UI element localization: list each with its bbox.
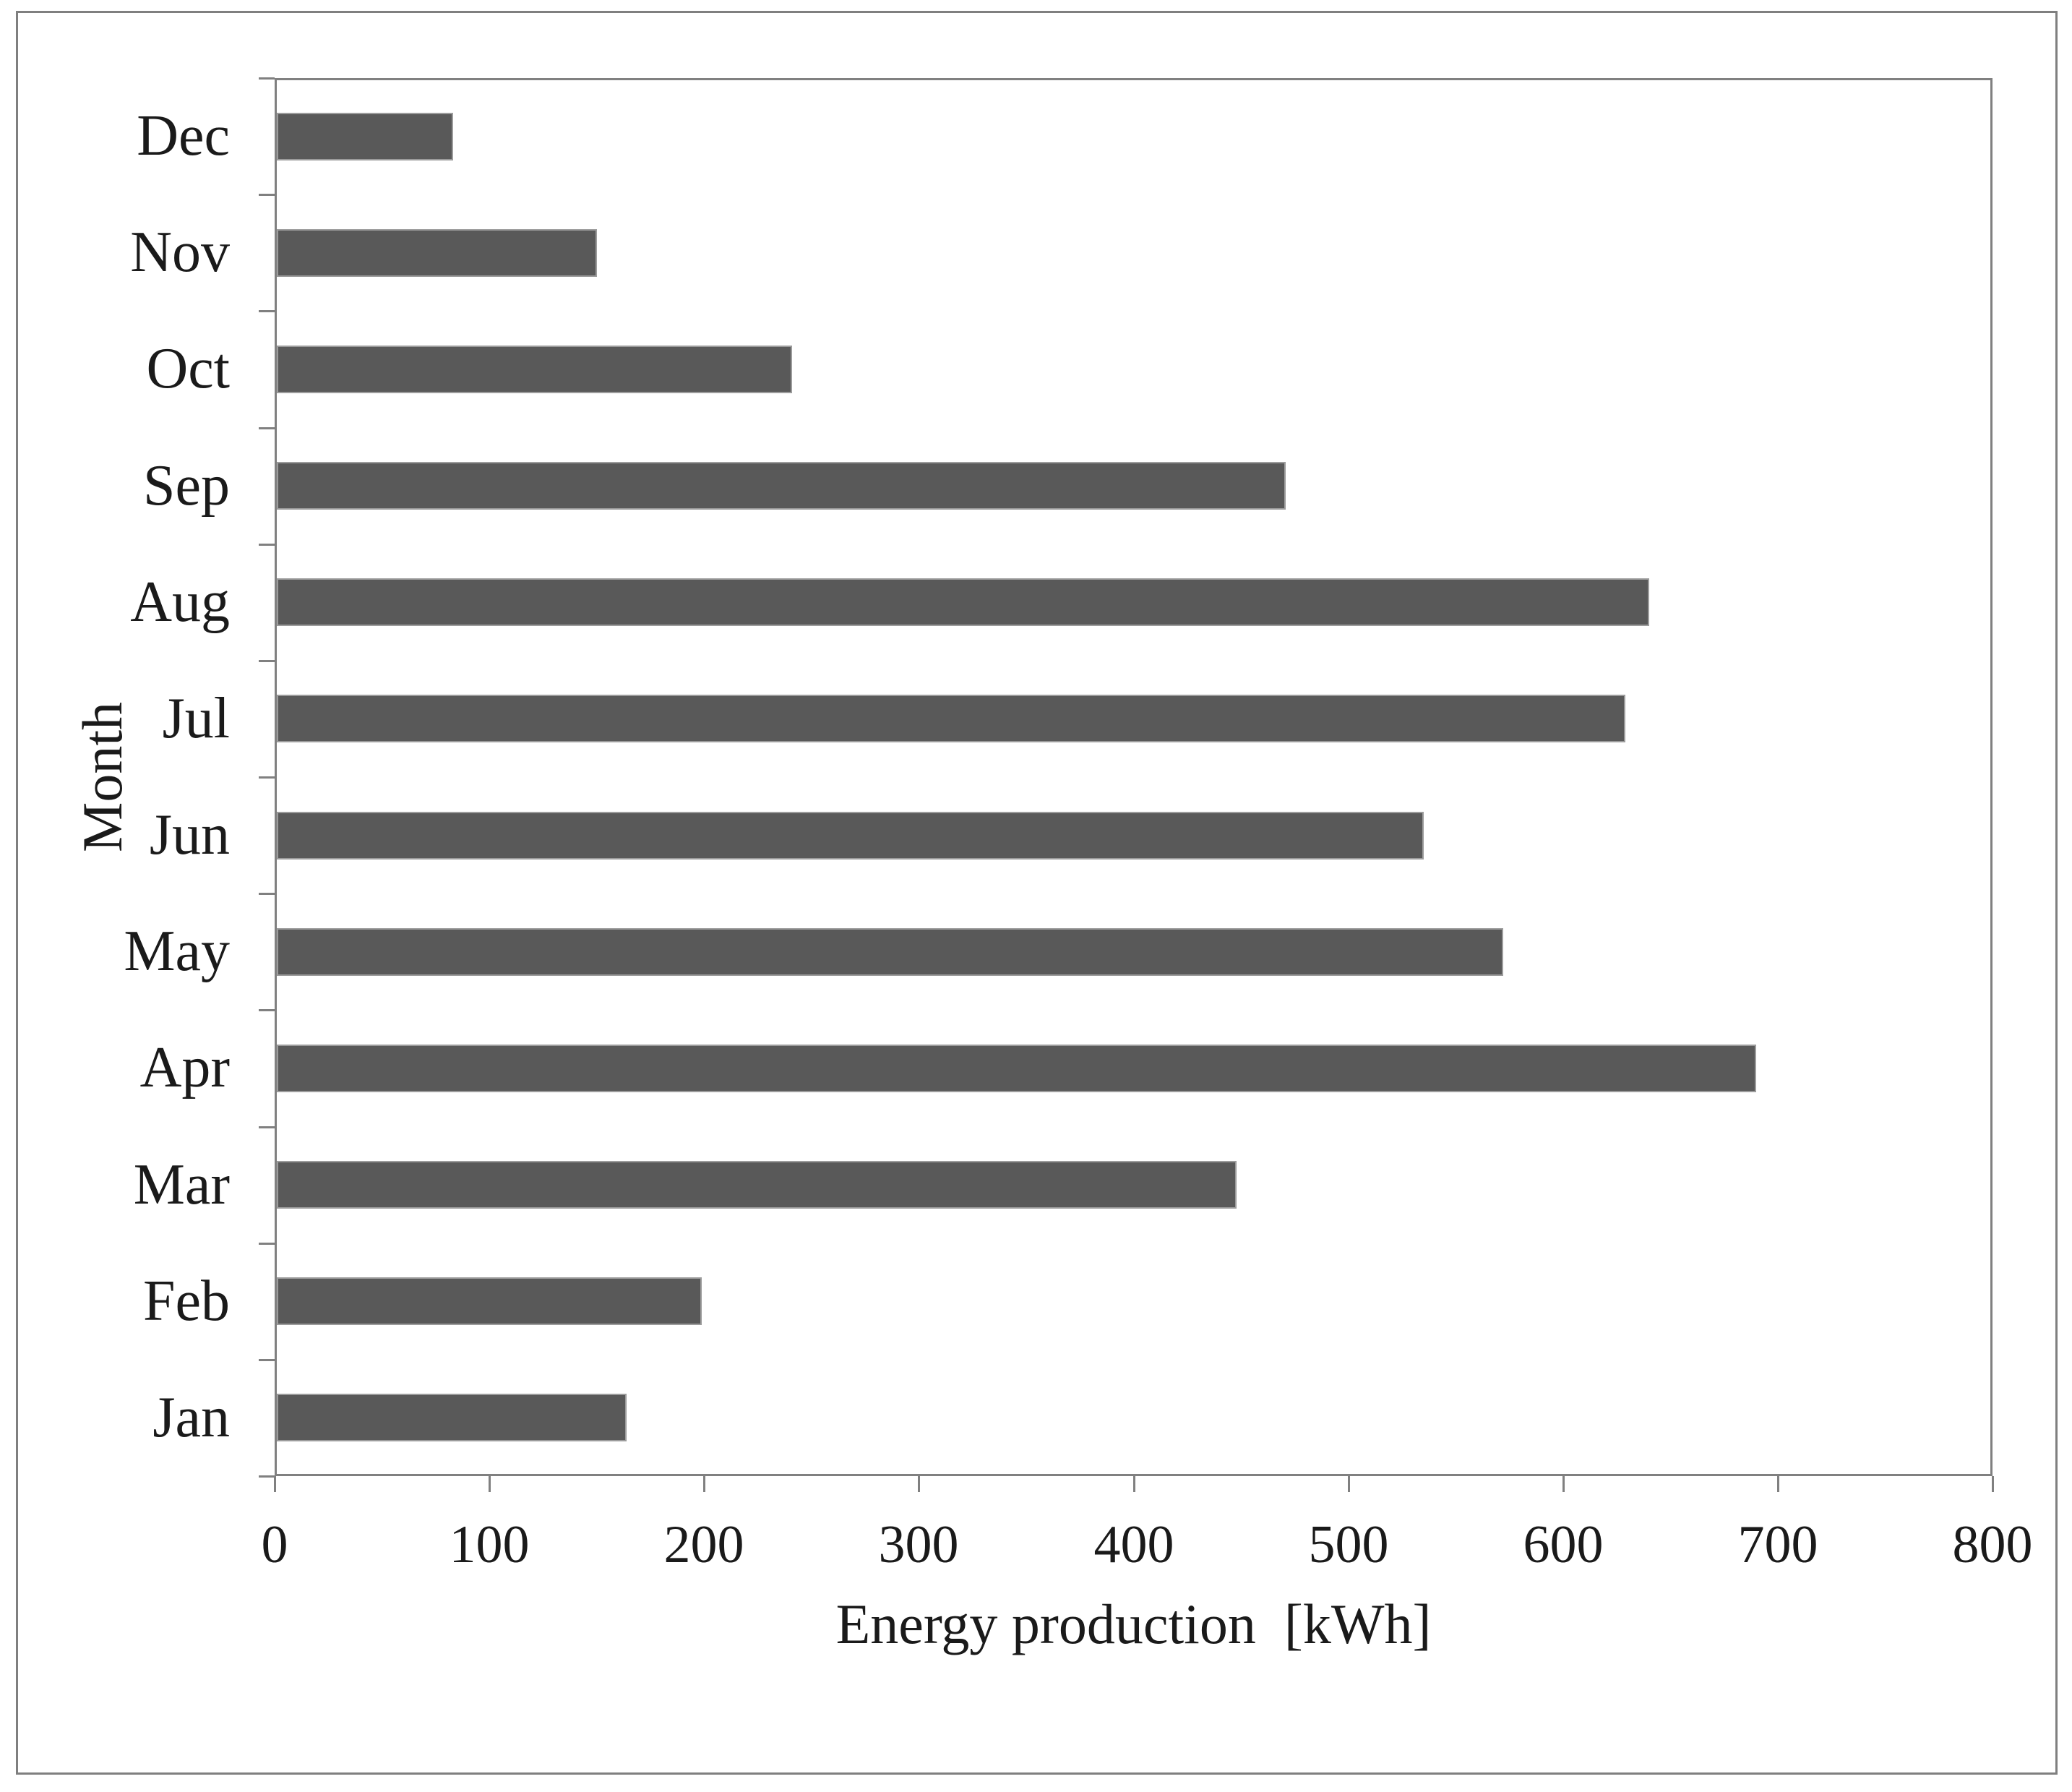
x-tick-label-500: 500 (1308, 1515, 1389, 1574)
bar-jul (277, 695, 1625, 742)
y-category-label-jun: Jun (149, 803, 230, 867)
figure-border (16, 11, 2058, 1775)
bar-nov (277, 229, 597, 277)
x-tick-label-0: 0 (261, 1515, 288, 1574)
x-tick-label-400: 400 (1093, 1515, 1174, 1574)
y-category-label-apr: Apr (139, 1036, 230, 1099)
x-tick-label-100: 100 (449, 1515, 530, 1574)
y-axis-boundary-tick (259, 893, 275, 895)
y-category-label-nov: Nov (130, 220, 230, 284)
x-tick-label-200: 200 (663, 1515, 744, 1574)
bar-may (277, 928, 1503, 976)
y-axis-boundary-tick (259, 660, 275, 662)
y-category-label-mar: Mar (133, 1153, 230, 1217)
x-axis-tick-700 (1777, 1476, 1779, 1492)
bar-oct (277, 346, 792, 393)
x-axis-tick-0 (274, 1476, 276, 1492)
x-axis-title: Energy production [kWh] (835, 1592, 1432, 1655)
y-category-label-dec: Dec (137, 104, 230, 168)
x-axis-tick-400 (1133, 1476, 1135, 1492)
x-tick-label-800: 800 (1952, 1515, 2033, 1574)
y-category-label-aug: Aug (130, 570, 230, 634)
x-axis-tick-500 (1348, 1476, 1350, 1492)
x-axis-tick-800 (1992, 1476, 1994, 1492)
x-axis-tick-300 (918, 1476, 920, 1492)
x-axis-tick-600 (1562, 1476, 1565, 1492)
bar-aug (277, 578, 1649, 626)
y-axis-boundary-tick (259, 1009, 275, 1011)
y-category-label-feb: Feb (143, 1269, 230, 1333)
x-tick-label-700: 700 (1737, 1515, 1818, 1574)
bar-jan (277, 1394, 627, 1441)
y-axis-boundary-tick (259, 1359, 275, 1361)
y-axis-boundary-tick (259, 310, 275, 312)
y-axis-boundary-tick (259, 776, 275, 779)
x-tick-label-600: 600 (1523, 1515, 1604, 1574)
y-category-label-may: May (124, 919, 230, 983)
bar-apr (277, 1045, 1756, 1092)
plot-area (275, 78, 1993, 1476)
y-axis-boundary-tick (259, 544, 275, 546)
y-axis-boundary-tick (259, 1475, 275, 1478)
bar-jun (277, 812, 1424, 859)
x-axis-tick-200 (703, 1476, 705, 1492)
x-tick-label-300: 300 (878, 1515, 959, 1574)
bar-feb (277, 1277, 702, 1325)
y-category-label-jul: Jul (162, 687, 230, 750)
x-axis-tick-100 (489, 1476, 491, 1492)
y-category-label-jan: Jan (152, 1386, 230, 1449)
bar-mar (277, 1161, 1237, 1209)
bar-sep (277, 462, 1286, 510)
y-category-label-oct: Oct (146, 337, 230, 400)
y-axis-boundary-tick (259, 427, 275, 429)
y-axis-boundary-tick (259, 1126, 275, 1128)
bar-dec (277, 113, 453, 160)
y-category-label-sep: Sep (143, 454, 230, 518)
y-axis-boundary-tick (259, 77, 275, 80)
y-axis-boundary-tick (259, 194, 275, 196)
y-axis-boundary-tick (259, 1243, 275, 1245)
